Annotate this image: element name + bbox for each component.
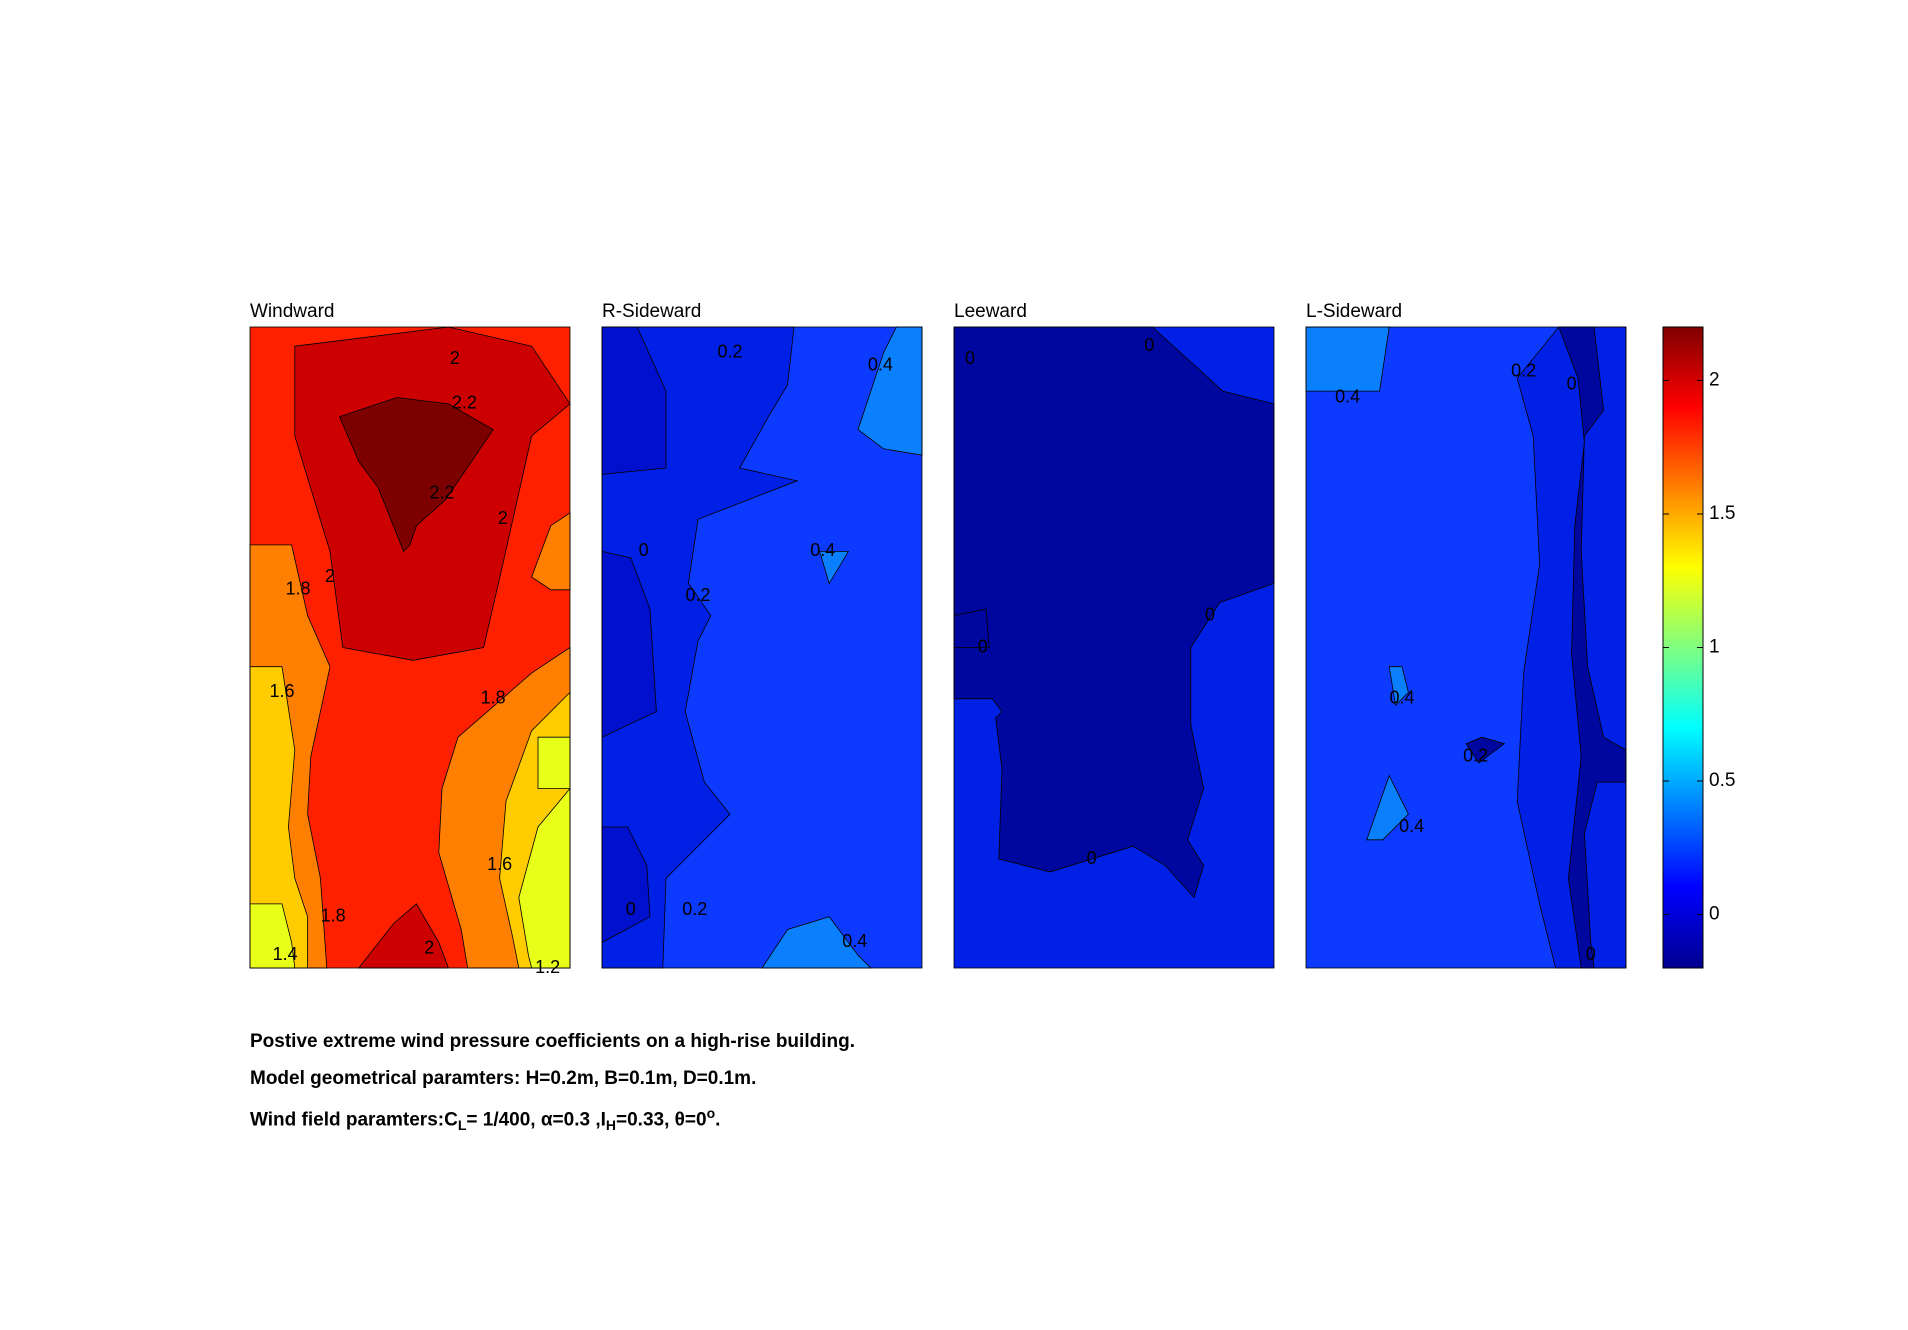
- panel-windward: Windward 2 2.2 2.2 2 1.8 2 1.6 1.8 1.6 1.8 2 1.4 1.2: [249, 301, 571, 977]
- contour-label: 1.4: [273, 944, 298, 964]
- contour-label: 0: [1586, 944, 1596, 964]
- colorbar-tick-label: 1: [1709, 637, 1720, 658]
- caption-line-3: Wind field paramters:CL= 1/400, α=0.3 ,I…: [250, 1105, 720, 1133]
- contour-label: 1.2: [535, 957, 560, 977]
- contour-label: 0.4: [1389, 688, 1414, 708]
- contour-region: [1388, 666, 1409, 707]
- contour-label: 0.4: [868, 354, 893, 374]
- panel-frame: [1305, 326, 1627, 969]
- contour-label: 0.4: [1335, 386, 1360, 406]
- contour-label: 0: [1567, 373, 1577, 393]
- caption-line-2: Model geometrical paramters: H=0.2m, B=0…: [250, 1068, 757, 1089]
- contour-label: 0.4: [842, 931, 867, 951]
- contour-label: 1.8: [285, 579, 310, 599]
- contour-region: [537, 736, 571, 789]
- panel-frame: [953, 326, 1275, 969]
- contour-label: 0: [965, 348, 975, 368]
- contour-label: 0.2: [685, 585, 710, 605]
- panel-r-sideward: R-Sideward 0.2 0.4 0 0.4 0.2 0 0.2 0.4: [601, 301, 923, 969]
- contour-label: 0: [1205, 604, 1215, 624]
- contour-region: [339, 397, 494, 553]
- contour-region: [601, 326, 799, 969]
- colorbar-tick-label: 0: [1709, 904, 1720, 925]
- panel-title: Windward: [250, 301, 334, 322]
- colorbar-tick-label: 0.5: [1709, 770, 1735, 791]
- contour-label: 1.6: [269, 681, 294, 701]
- contour-region: [819, 551, 850, 585]
- panel-leeward: Leeward 0 0 0 0 0: [953, 301, 1275, 969]
- caption-sup-o: o: [706, 1105, 716, 1121]
- contour-label: 1.8: [481, 688, 506, 708]
- caption-line-3-text-a: Wind field paramters:C: [250, 1109, 458, 1131]
- contour-label: 2.2: [452, 393, 477, 413]
- contour-label: 2: [450, 348, 460, 368]
- panel-frame: [249, 326, 571, 969]
- contour-label: 0: [1087, 848, 1097, 868]
- caption-sub-l: L: [457, 1117, 467, 1134]
- panel-l-sideward: L-Sideward 0.4 0.2 0 0.4 0.2 0.4 0: [1305, 301, 1627, 969]
- contour-region: [1305, 326, 1390, 392]
- caption-sub-h: H: [605, 1117, 617, 1134]
- caption-line-3-text-b: = 1/400, α=0.3 ,I: [466, 1109, 606, 1131]
- contour-region: [1558, 326, 1627, 969]
- contour-label: 0.4: [810, 540, 835, 560]
- contour-label: 0.2: [682, 899, 707, 919]
- caption-line-3-text-d: .: [715, 1109, 721, 1131]
- contour-label: 0.4: [1399, 816, 1424, 836]
- contour-label: 2: [498, 508, 508, 528]
- contour-label: 0: [978, 636, 988, 656]
- contour-label: 0: [1144, 335, 1154, 355]
- contour-label: 2: [325, 566, 335, 586]
- colorbar: 2 1.5 1 0.5 0: [1662, 326, 1735, 969]
- contour-region: [1465, 736, 1506, 764]
- contour-label: 0.2: [1511, 361, 1536, 381]
- panel-title: Leeward: [954, 301, 1027, 322]
- caption-line-1: Postive extreme wind pressure coefficien…: [250, 1031, 855, 1052]
- contour-label: 2.2: [429, 482, 454, 502]
- contour-label: 1.6: [487, 854, 512, 874]
- colorbar-tick-label: 2: [1709, 369, 1720, 390]
- caption-line-3-text-c: =0.33, θ=0: [616, 1109, 707, 1131]
- panel-title: R-Sideward: [602, 301, 701, 322]
- colorbar-gradient: [1662, 326, 1704, 969]
- contour-label: 1.8: [321, 905, 346, 925]
- panel-frame: [601, 326, 923, 969]
- contour-label: 0.2: [1463, 745, 1488, 765]
- contour-label: 0.2: [717, 341, 742, 361]
- contour-region: [1366, 774, 1409, 841]
- contour-label: 0: [626, 899, 636, 919]
- contour-label: 2: [424, 938, 434, 958]
- panel-title: L-Sideward: [1306, 301, 1402, 322]
- colorbar-tick-label: 1.5: [1709, 503, 1735, 524]
- contour-label: 0: [639, 540, 649, 560]
